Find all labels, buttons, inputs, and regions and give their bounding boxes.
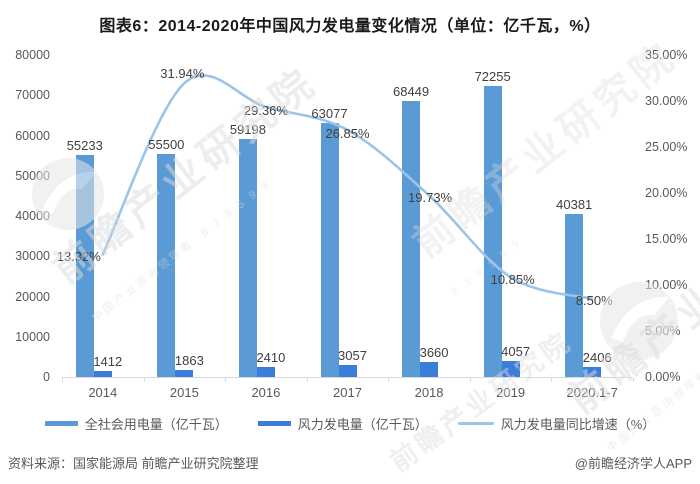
wind-generation-bar [175, 369, 194, 377]
total-electricity-bar [483, 86, 502, 377]
wind-generation-value-label: 1412 [93, 354, 123, 370]
total-electricity-value-label: 55500 [148, 136, 185, 152]
wind-generation-value-label: 3057 [338, 347, 367, 363]
legend-label-total-electricity: 全社会用电量（亿千瓦） [84, 417, 228, 432]
total-electricity-bar [157, 153, 176, 377]
growth-rate-value-label: 10.85% [490, 272, 535, 288]
y-axis-left-tick-label: 50000 [15, 168, 50, 183]
wind-generation-bar [93, 371, 112, 377]
growth-rate-value-label: 19.73% [408, 190, 453, 206]
legend-label-wind-generation: 风力发电量（亿千瓦） [297, 417, 428, 432]
wind-generation-value-label: 2406 [582, 350, 612, 366]
legend-item-total-electricity: 全社会用电量（亿千瓦） [44, 414, 228, 433]
growth-rate-value-label: 29.36% [243, 102, 288, 118]
y-axis-right-tick-label: 10.00% [645, 278, 688, 292]
y-axis-right-tick-label: 20.00% [645, 186, 688, 200]
credit-text: @前瞻经济学人APP [574, 456, 692, 471]
x-axis-tick-mark [388, 378, 390, 382]
total-electricity-value-label: 72255 [474, 69, 511, 85]
growth-rate-value-label: 13.32% [56, 249, 101, 265]
x-axis-tick-mark [469, 378, 471, 382]
x-axis-tick-mark [551, 378, 553, 382]
y-axis-left-tick-label: 60000 [15, 128, 50, 143]
x-axis-tick-mark [143, 378, 145, 382]
wind-generation-bar [338, 364, 357, 377]
y-axis-left-tick-label: 10000 [15, 329, 50, 344]
chart-footer: 资料来源：国家能源局 前瞻产业研究院整理 @前瞻经济学人APP [0, 453, 700, 472]
x-axis-category-label: 2015 [169, 385, 199, 400]
total-electricity-bar [238, 138, 257, 377]
x-axis-tick-mark [633, 378, 634, 382]
total-electricity-value-label: 55233 [66, 137, 103, 153]
y-axis-left-tick-label: 30000 [15, 249, 50, 264]
x-axis-category-label: 2014 [88, 385, 118, 400]
y-axis-right-tick-label: 5.00% [645, 324, 681, 338]
growth-rate-value-label: 31.94% [160, 66, 205, 82]
x-axis-category-label: 2020.1-7 [566, 385, 618, 400]
x-axis-tick-mark [225, 378, 227, 382]
legend-swatch-total-electricity [44, 421, 78, 426]
legend-label-growth-rate: 风力发电量同比增速（%） [500, 417, 656, 432]
x-axis-category-label: 2016 [251, 385, 281, 400]
wind-generation-value-label: 4057 [501, 343, 531, 359]
legend-swatch-wind-generation [257, 421, 291, 426]
legend-line-growth-rate [457, 422, 494, 425]
legend-item-growth-rate: 风力发电量同比增速（%） [457, 414, 656, 433]
wind-generation-bar [501, 360, 520, 377]
growth-rate-value-label: 26.85% [325, 125, 370, 141]
x-axis-tick-mark [306, 378, 308, 382]
x-axis-line [62, 377, 633, 378]
chart-title: 图表6：2014-2020年中国风力发电量变化情况（单位：亿千瓦，%） [99, 18, 601, 35]
x-axis-tick-mark [62, 378, 63, 382]
y-axis-left-tick-label: 80000 [15, 48, 50, 62]
wind-generation-bar [583, 367, 602, 377]
y-axis-right-tick-label: 0.00% [645, 370, 681, 384]
y-axis-right-tick-label: 30.00% [645, 94, 688, 108]
total-electricity-value-label: 68449 [392, 84, 430, 100]
y-axis-right-tick-label: 15.00% [645, 232, 688, 246]
y-axis-right-tick-label: 25.00% [645, 140, 688, 154]
y-axis-left-tick-label: 20000 [15, 289, 50, 304]
legend-item-wind-generation: 风力发电量（亿千瓦） [257, 414, 428, 433]
x-axis-category-label: 2018 [414, 385, 444, 400]
x-axis-category-label: 2017 [333, 385, 362, 400]
y-axis-left-tick-label: 40000 [15, 209, 50, 223]
x-axis-category-label: 2019 [496, 385, 526, 400]
total-electricity-bar [402, 101, 421, 377]
data-source-text: 资料来源：国家能源局 前瞻产业研究院整理 [8, 456, 259, 471]
y-axis-left-tick-label: 0 [43, 370, 50, 384]
growth-rate-value-label: 8.50% [575, 292, 613, 308]
wind-generation-value-label: 3660 [419, 345, 449, 361]
wind-generation-value-label: 2410 [256, 350, 286, 366]
wind-generation-value-label: 1863 [174, 352, 204, 368]
total-electricity-value-label: 59198 [229, 121, 266, 137]
chart-legend: 全社会用电量（亿千瓦） 风力发电量（亿千瓦） 风力发电量同比增速（%） [0, 414, 700, 433]
total-electricity-bar [75, 154, 94, 377]
wind-generation-bar [256, 367, 275, 377]
y-axis-right-tick-label: 35.00% [645, 48, 688, 62]
wind-generation-bar [420, 362, 439, 377]
total-electricity-value-label: 40381 [556, 197, 593, 213]
y-axis-left-tick-label: 70000 [15, 88, 50, 103]
total-electricity-bar [320, 123, 339, 377]
